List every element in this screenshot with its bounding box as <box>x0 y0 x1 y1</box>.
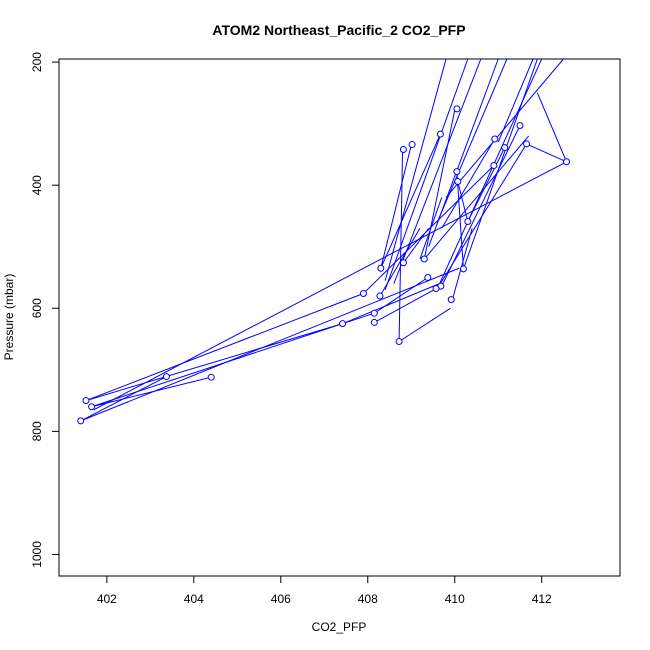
profile-segment <box>423 135 530 260</box>
data-point <box>464 217 472 225</box>
profile-segment <box>384 59 447 281</box>
data-point <box>339 320 347 328</box>
profile-segment <box>393 59 482 284</box>
x-tick-label: 412 <box>532 592 552 606</box>
y-axis-label: Pressure (mbar) <box>2 274 16 361</box>
data-point <box>376 292 384 300</box>
data-point <box>424 273 432 281</box>
y-tick-label: 200 <box>30 52 44 72</box>
profile-segment <box>526 143 567 163</box>
data-point <box>77 417 85 425</box>
x-tick-label: 408 <box>358 592 378 606</box>
x-tick-label: 406 <box>271 592 291 606</box>
profile-segment <box>380 133 441 269</box>
data-point <box>377 264 385 272</box>
y-tick-label: 1000 <box>30 541 44 568</box>
data-point <box>436 130 444 138</box>
data-points <box>77 105 571 425</box>
profile-segment <box>342 283 440 325</box>
data-point <box>432 285 440 293</box>
data-point <box>563 158 571 166</box>
y-tick-label: 600 <box>30 298 44 318</box>
data-point <box>395 338 403 346</box>
profile-segment <box>85 293 364 402</box>
x-axis: 402 404 406 408 410 412 <box>97 575 552 606</box>
profile-segment <box>403 227 430 264</box>
data-point <box>501 144 509 152</box>
profile-segment <box>452 228 473 300</box>
profile-segment <box>380 145 412 269</box>
profile-segment <box>536 92 567 162</box>
data-point <box>207 373 215 381</box>
profile-segment <box>374 277 429 314</box>
profile-segment <box>85 323 343 402</box>
data-point <box>88 403 96 411</box>
data-point <box>490 161 498 169</box>
x-axis-label: CO2_PFP <box>312 620 367 634</box>
data-point <box>82 397 90 405</box>
profile-segment <box>419 197 443 260</box>
profile-segment <box>93 161 567 411</box>
profile-segment <box>384 59 469 290</box>
x-tick-label: 410 <box>445 592 465 606</box>
profile-segment <box>80 376 167 422</box>
profile-segment <box>423 109 456 260</box>
data-point <box>370 318 378 326</box>
data-point <box>459 265 467 273</box>
data-point <box>399 145 407 153</box>
data-point <box>408 141 416 149</box>
data-point <box>491 135 499 143</box>
profile-segment <box>456 172 464 269</box>
y-axis: 200 400 600 800 1000 <box>30 52 60 568</box>
profile-segment <box>436 59 543 289</box>
profile-segment <box>445 59 564 198</box>
profile-segment <box>80 267 460 422</box>
profile-segment <box>462 59 538 270</box>
profile-segment <box>374 285 442 323</box>
profile-segment <box>441 125 521 287</box>
profile-segment <box>497 59 534 143</box>
data-point <box>516 121 524 129</box>
data-point <box>453 168 461 176</box>
data-point <box>370 309 378 317</box>
data-point <box>447 296 455 304</box>
profile-segment <box>457 181 469 222</box>
data-point <box>420 255 428 263</box>
x-tick-label: 404 <box>184 592 204 606</box>
x-tick-label: 402 <box>97 592 117 606</box>
data-point <box>359 289 367 297</box>
data-point <box>399 259 407 267</box>
y-tick-label: 800 <box>30 421 44 441</box>
data-point <box>523 140 530 148</box>
data-point <box>453 105 461 113</box>
data-point <box>454 177 462 185</box>
chart-title: ATOM2 Northeast_Pacific_2 CO2_PFP <box>212 22 465 38</box>
y-tick-label: 400 <box>30 175 44 195</box>
profile-segment <box>441 138 496 229</box>
profile-segment <box>436 59 508 223</box>
profile-segment <box>398 307 451 342</box>
profile-lines <box>80 59 567 422</box>
plot-frame <box>58 58 621 577</box>
data-point <box>162 373 170 381</box>
profile-segment <box>363 165 495 294</box>
